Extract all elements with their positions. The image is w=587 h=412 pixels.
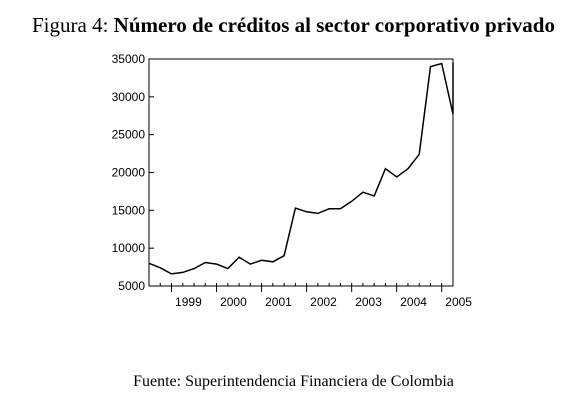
y-tick-label: 15000 xyxy=(112,203,146,217)
plot-frame xyxy=(148,58,454,287)
x-tick-label: 2002 xyxy=(310,295,337,309)
figure-number: Figura 4: xyxy=(32,13,109,37)
y-tick-label: 10000 xyxy=(112,241,146,255)
figure-title-text: Número de créditos al sector corporativo… xyxy=(113,13,555,37)
x-tick-label: 2000 xyxy=(220,295,247,309)
y-tick-label: 20000 xyxy=(112,166,146,180)
figure-title: Figura 4: Número de créditos al sector c… xyxy=(0,12,587,38)
y-tick-label: 30000 xyxy=(112,90,146,104)
x-tick-label: 2001 xyxy=(265,295,292,309)
y-tick-label: 25000 xyxy=(112,128,146,142)
x-tick-label: 2003 xyxy=(355,295,382,309)
x-tick-label: 2004 xyxy=(400,295,427,309)
y-tick-label: 5000 xyxy=(118,279,145,293)
y-tick-label: 35000 xyxy=(112,52,146,66)
x-tick-label: 1999 xyxy=(175,295,202,309)
figure-source: Fuente: Superintendencia Financiera de C… xyxy=(133,373,454,390)
series-line xyxy=(148,62,454,275)
x-tick-label: 2005 xyxy=(445,295,472,309)
